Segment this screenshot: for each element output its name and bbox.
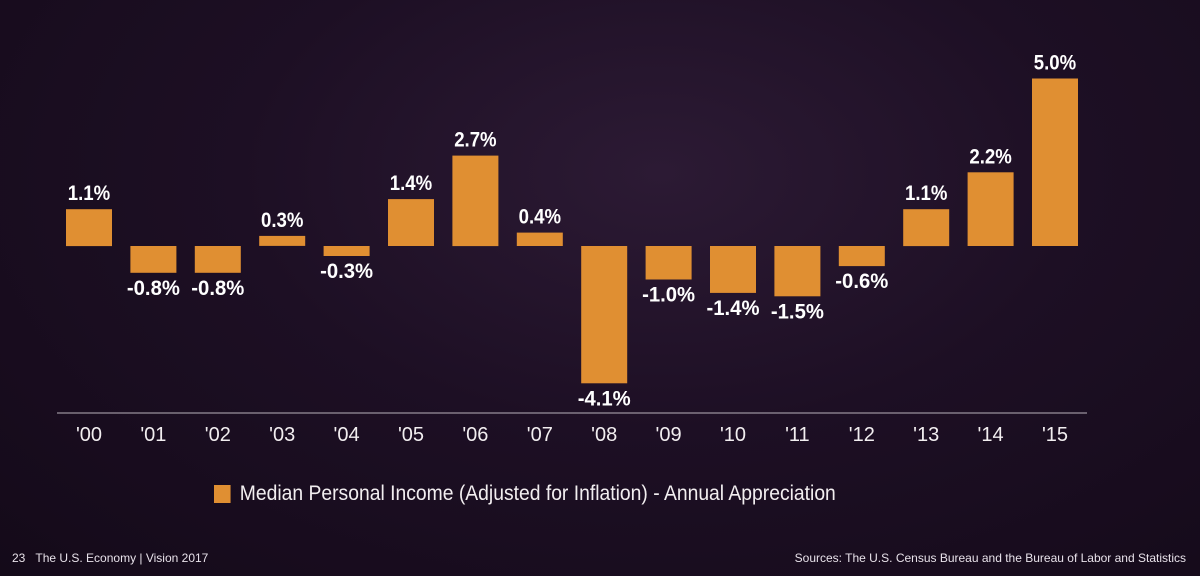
bar-7	[516, 232, 563, 246]
x-tick-label-7: '07	[527, 424, 553, 446]
sources-note: Sources: The U.S. Census Bureau and the …	[794, 551, 1186, 565]
bar-6	[452, 155, 499, 247]
page-number: 23	[12, 551, 26, 565]
x-tick-label-5: '05	[398, 424, 424, 446]
x-tick-label-10: '10	[720, 424, 746, 446]
x-tick-label-11: '11	[785, 424, 810, 446]
value-label-15: 5.0%	[1034, 52, 1077, 75]
value-label-11: -1.5%	[771, 300, 824, 323]
bar-3	[259, 235, 306, 246]
value-label-3: 0.3%	[261, 209, 304, 232]
value-label-1: -0.8%	[127, 277, 180, 300]
publication-title: The U.S. Economy | Vision 2017	[35, 551, 209, 565]
bar-8	[581, 246, 628, 384]
x-tick-label-13: '13	[913, 424, 939, 446]
value-label-8: -4.1%	[578, 387, 631, 410]
x-tick-label-12: '12	[849, 424, 875, 446]
value-label-5: 1.4%	[390, 172, 433, 195]
x-tick-label-9: '09	[656, 424, 682, 446]
x-tick-label-1: '01	[140, 424, 166, 446]
x-tick-labels-group: '00 '01 '02 '03 '04 '05 '06 '07 '08 '09 '10 '11 '12 '…	[76, 424, 1068, 446]
x-tick-label-6: '06	[462, 424, 488, 446]
bar-9	[645, 246, 692, 280]
value-label-13: 1.1%	[905, 182, 948, 205]
value-label-10: -1.4%	[707, 297, 760, 320]
value-label-12: -0.6%	[835, 270, 888, 293]
footer-left: 23 The U.S. Economy | Vision 2017	[12, 551, 208, 565]
legend-swatch	[214, 485, 231, 503]
value-label-14: 2.2%	[969, 145, 1012, 168]
bar-10	[710, 246, 756, 293]
bars-group	[66, 78, 1078, 384]
value-label-9: -1.0%	[642, 284, 695, 307]
legend: Median Personal Income (Adjusted for Inf…	[214, 480, 836, 508]
bar-11	[774, 246, 821, 297]
bar-12	[838, 246, 885, 267]
x-tick-label-14: '14	[978, 424, 1004, 446]
legend-label: Median Personal Income (Adjusted for Inf…	[239, 482, 836, 505]
value-label-7: 0.4%	[519, 206, 562, 229]
value-label-0: 1.1%	[68, 182, 111, 205]
bar-2	[194, 246, 241, 273]
value-label-2: -0.8%	[191, 277, 244, 300]
value-label-6: 2.7%	[454, 129, 497, 152]
x-tick-label-3: '03	[269, 424, 295, 446]
x-tick-label-0: '00	[76, 424, 102, 446]
bar-1	[130, 246, 177, 273]
bar-14	[967, 172, 1014, 246]
bar-13	[903, 209, 950, 247]
value-label-4: -0.3%	[320, 260, 373, 283]
x-tick-label-8: '08	[591, 424, 617, 446]
x-tick-label-4: '04	[334, 424, 360, 446]
bar-4	[323, 246, 370, 256]
x-tick-label-2: '02	[205, 424, 231, 446]
value-labels-group: 1.1% -0.8% -0.8% 0.3% -0.3% 1.4% 2.7% 0.4% -4.1%…	[68, 52, 1077, 411]
bar-15	[1032, 78, 1078, 246]
x-tick-label-15: '15	[1042, 424, 1068, 446]
bar-0	[66, 209, 112, 247]
bar-5	[388, 199, 434, 246]
